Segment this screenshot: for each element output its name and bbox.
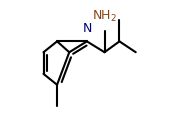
Text: NH$_2$: NH$_2$ [92,9,117,24]
Text: N: N [83,22,92,35]
